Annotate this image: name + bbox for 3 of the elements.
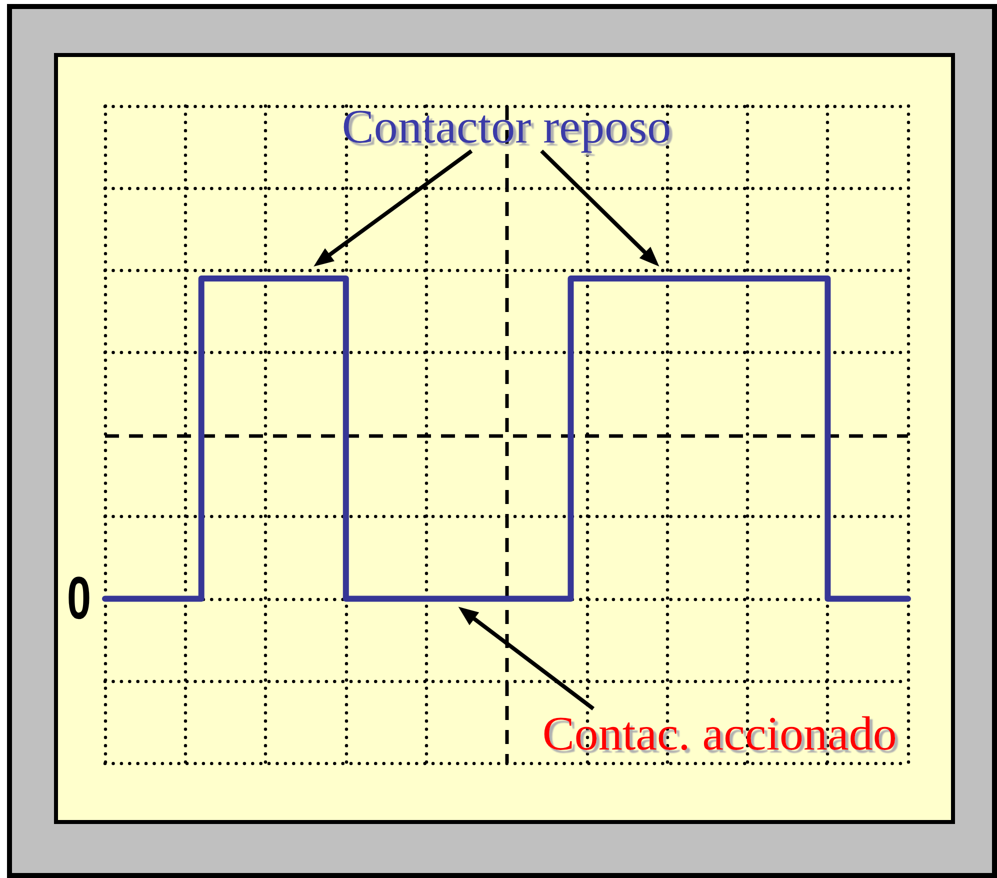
text: 0: [66, 565, 92, 632]
text: Contactor reposo: [342, 100, 672, 154]
text: Contac. accionado: [542, 707, 897, 760]
